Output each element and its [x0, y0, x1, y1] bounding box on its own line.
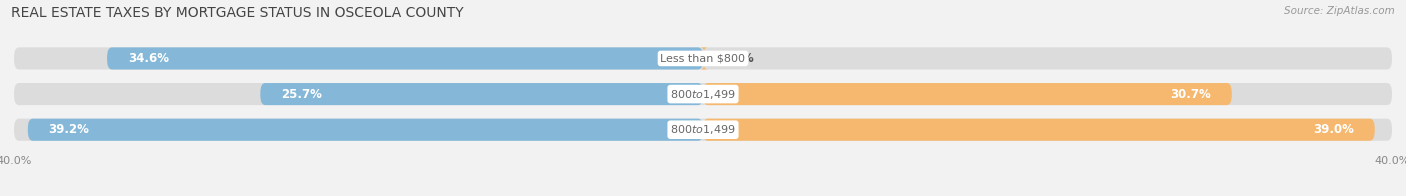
Text: 25.7%: 25.7%: [281, 88, 322, 101]
Text: 39.2%: 39.2%: [48, 123, 90, 136]
FancyBboxPatch shape: [260, 83, 703, 105]
FancyBboxPatch shape: [28, 119, 703, 141]
FancyBboxPatch shape: [14, 47, 1392, 70]
Text: 39.0%: 39.0%: [1313, 123, 1354, 136]
Text: REAL ESTATE TAXES BY MORTGAGE STATUS IN OSCEOLA COUNTY: REAL ESTATE TAXES BY MORTGAGE STATUS IN …: [11, 6, 464, 20]
FancyBboxPatch shape: [14, 119, 1392, 141]
FancyBboxPatch shape: [700, 47, 707, 70]
Text: $800 to $1,499: $800 to $1,499: [671, 123, 735, 136]
Text: $800 to $1,499: $800 to $1,499: [671, 88, 735, 101]
FancyBboxPatch shape: [703, 119, 1375, 141]
Text: 34.6%: 34.6%: [128, 52, 169, 65]
FancyBboxPatch shape: [14, 83, 1392, 105]
FancyBboxPatch shape: [703, 83, 1232, 105]
Text: 30.7%: 30.7%: [1170, 88, 1211, 101]
Text: Less than $800: Less than $800: [661, 54, 745, 64]
Text: 0.12%: 0.12%: [714, 52, 755, 65]
Text: Source: ZipAtlas.com: Source: ZipAtlas.com: [1284, 6, 1395, 16]
FancyBboxPatch shape: [107, 47, 703, 70]
